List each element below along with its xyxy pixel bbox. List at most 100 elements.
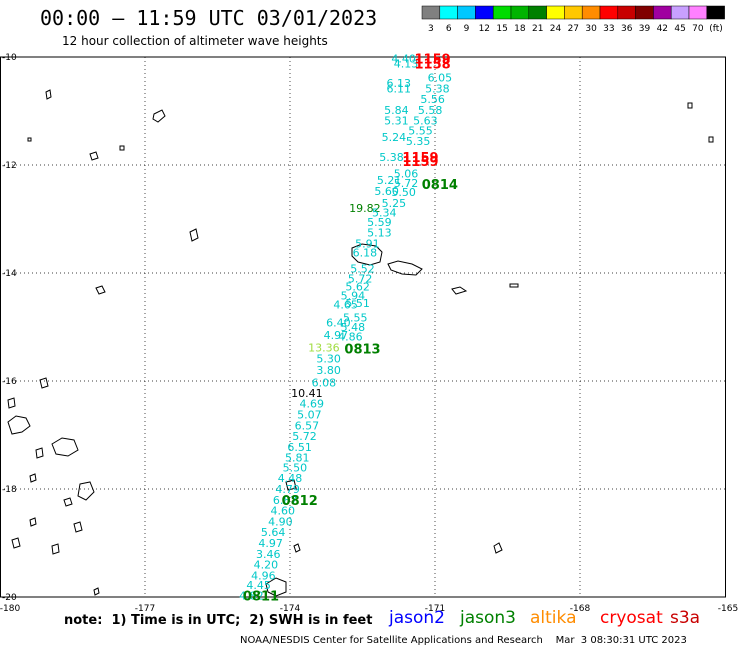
legend-swatch xyxy=(706,5,725,20)
legend-swatch xyxy=(564,5,583,20)
satellite-label: s3a xyxy=(670,608,701,628)
map-frame xyxy=(0,56,726,598)
island-small xyxy=(89,151,99,161)
note-text: note: 1) Time is in UTC; 2) SWH is in fe… xyxy=(64,613,373,628)
legend-tick-label: 15 xyxy=(496,24,507,34)
pass-time-label: 0814 xyxy=(422,178,458,193)
wave-height-label: 5.72 xyxy=(292,430,317,443)
island-small xyxy=(509,283,519,288)
legend-tick-label: 24 xyxy=(550,24,562,34)
island-small xyxy=(27,137,32,142)
legend-tick-label: 30 xyxy=(585,24,597,34)
satellite-label: altika xyxy=(530,608,577,628)
island-fiji xyxy=(7,415,31,435)
island-fiji xyxy=(77,481,95,501)
island-small xyxy=(45,89,52,100)
wave-height-label: 6.08 xyxy=(312,377,337,390)
island-fiji xyxy=(73,521,83,533)
pass-time-label: 1159 xyxy=(414,53,450,68)
pass-time-label: 1159 xyxy=(402,151,438,166)
legend-tick-label: 42 xyxy=(657,24,668,34)
wave-height-label: 5.72 xyxy=(348,272,373,285)
wave-height-label: 10.41 xyxy=(291,387,323,400)
legend-tick-label: 9 xyxy=(464,24,470,34)
wave-height-label: 5.55 xyxy=(343,311,368,324)
wave-height-label: 5.55 xyxy=(408,124,433,137)
lat-tick-label: -14 xyxy=(2,269,17,279)
lat-tick-label: -10 xyxy=(2,53,17,63)
legend-tick-label: 27 xyxy=(568,24,579,34)
coastlines xyxy=(7,89,714,597)
wave-height-label: 19.82 xyxy=(349,202,381,215)
legend-tick-label: 12 xyxy=(479,24,490,34)
lat-lon-grid xyxy=(0,56,726,598)
island-small xyxy=(95,285,106,295)
island-small xyxy=(152,109,166,123)
island-small xyxy=(451,286,468,295)
wave-height-label: 4.60 xyxy=(271,505,296,518)
wave-height-label: 3.46 xyxy=(256,548,281,561)
island-savaii xyxy=(351,243,383,266)
wave-height-label: 4.90 xyxy=(268,515,293,528)
wave-height-label: 5.38 xyxy=(379,151,404,164)
island-fiji xyxy=(51,437,79,457)
pass-time-label: 1159 xyxy=(402,155,438,170)
lat-tick-label: -18 xyxy=(2,485,17,495)
island-fiji xyxy=(29,517,37,527)
island-tonga xyxy=(285,479,297,491)
color-legend: 3 6 9 12 15 18 21 24 27 30 33 36 39 42 45 70 (ft) xyxy=(421,5,725,34)
wave-height-label: 4.97 xyxy=(324,329,349,342)
legend-swatch xyxy=(635,5,654,20)
legend-swatch xyxy=(653,5,672,20)
wave-height-label: 5.58 xyxy=(418,104,443,117)
wave-height-label: 6.13 xyxy=(387,77,412,90)
island-upolu xyxy=(387,260,423,276)
wave-height-label: 5.38 xyxy=(425,82,450,95)
wave-height-label: 6.18 xyxy=(353,246,378,259)
lon-tick-label: -168 xyxy=(570,604,591,614)
wave-height-label: 5.64 xyxy=(261,526,286,539)
wave-height-label: 4.96 xyxy=(251,569,276,582)
wave-height-label: 5.24 xyxy=(382,131,407,144)
legend-swatch xyxy=(475,5,494,20)
legend-unit: (ft) xyxy=(709,24,723,34)
island-fiji xyxy=(63,497,73,507)
wave-height-label: 5.72 xyxy=(394,177,419,190)
wave-height-label: 5.91 xyxy=(355,237,380,250)
legend-swatch xyxy=(670,5,690,20)
wave-height-label: 4.65 xyxy=(333,298,358,311)
wave-height-label: 4.86 xyxy=(338,331,363,344)
island-tonga xyxy=(293,543,301,553)
wave-height-label: 5.50 xyxy=(391,186,416,199)
wave-height-label: 4.40 xyxy=(391,53,416,66)
wave-height-label: 6.40 xyxy=(326,317,351,330)
island-tonga xyxy=(265,577,287,597)
legend-swatch xyxy=(599,5,619,20)
wave-height-label: 5.06 xyxy=(394,168,419,181)
wave-height-label: 5.13 xyxy=(367,227,392,240)
legend-swatch xyxy=(528,5,547,20)
lon-tick-label: -174 xyxy=(280,604,301,614)
lat-tick-label: -12 xyxy=(2,161,17,171)
pass-time-label: 0812 xyxy=(282,494,318,509)
wave-height-label: 5.84 xyxy=(384,104,409,117)
island-small xyxy=(687,102,693,109)
legend-tick-label: 36 xyxy=(621,24,633,34)
island-small xyxy=(189,228,199,242)
legend-swatch xyxy=(510,5,530,20)
wave-height-label: 5.35 xyxy=(406,135,431,148)
wave-height-label: 6.57 xyxy=(295,419,320,432)
legend-tick-label: 33 xyxy=(603,24,614,34)
legend-tick-label: 6 xyxy=(446,24,452,34)
island-small xyxy=(493,542,503,554)
island-fiji xyxy=(93,587,100,596)
wave-height-label: 4.97 xyxy=(258,537,283,550)
wave-height-label: 5.50 xyxy=(283,461,308,474)
wave-height-label: 4.45 xyxy=(246,579,271,592)
wave-height-label: 5.48 xyxy=(341,321,366,334)
wave-height-label: 5.56 xyxy=(420,93,445,106)
legend-tick-label: 39 xyxy=(639,24,651,34)
lon-tick-label: -165 xyxy=(718,604,738,614)
lon-tick-label: -180 xyxy=(0,604,20,614)
